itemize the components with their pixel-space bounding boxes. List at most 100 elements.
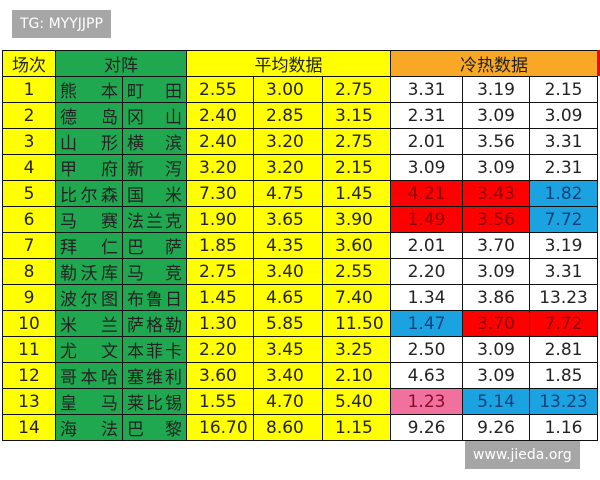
- avg-cell: 3.40: [253, 362, 323, 389]
- avg-cell: 3.40: [253, 258, 323, 285]
- hotcold-cell: 1.49: [390, 206, 464, 233]
- avg-cell: 2.75: [321, 128, 392, 155]
- avg-cell: 1.45: [186, 284, 254, 311]
- hotcold-cell: 2.31: [529, 154, 599, 181]
- table-row: 2 德岛 冈山 2.40 2.85 3.15 2.31 3.09 3.09: [2, 102, 599, 129]
- avg-cell: 3.15: [321, 102, 392, 129]
- hotcold-cell: 1.82: [529, 180, 599, 207]
- hotcold-cell: 2.01: [390, 232, 464, 259]
- away-team-cell: 布鲁日: [122, 284, 187, 311]
- hotcold-cell: 3.56: [462, 128, 531, 155]
- header-row: 场次 对阵 平均数据 冷热数据: [2, 50, 599, 77]
- avg-cell: 4.65: [253, 284, 323, 311]
- hotcold-cell: 3.70: [462, 232, 531, 259]
- table-row: 5 比尔森 国米 7.30 4.75 1.45 4.21 3.43 1.82: [2, 180, 599, 207]
- home-team-cell: 山形: [55, 128, 123, 155]
- hotcold-cell: 13.23: [529, 388, 599, 415]
- avg-cell: 4.70: [253, 388, 323, 415]
- avg-cell: 1.30: [186, 310, 254, 337]
- hotcold-cell: 3.70: [462, 310, 531, 337]
- round-cell: 9: [2, 284, 56, 311]
- away-team-cell: 新泻: [122, 154, 187, 181]
- avg-cell: 3.60: [186, 362, 254, 389]
- avg-cell: 1.90: [186, 206, 254, 233]
- avg-cell: 2.55: [186, 76, 254, 103]
- watermark-top: TG: MYYJJPP: [12, 10, 111, 38]
- home-team-cell: 勒沃库: [55, 258, 123, 285]
- home-team-cell: 哥本哈: [55, 362, 123, 389]
- round-cell: 10: [2, 310, 56, 337]
- hotcold-cell: 3.09: [462, 362, 531, 389]
- hotcold-cell: 3.31: [529, 128, 599, 155]
- avg-cell: 1.85: [186, 232, 254, 259]
- round-cell: 12: [2, 362, 56, 389]
- away-team-cell: 法兰克: [122, 206, 187, 233]
- home-team-cell: 拜仁: [55, 232, 123, 259]
- hotcold-cell: 1.34: [390, 284, 464, 311]
- hotcold-cell: 2.81: [529, 336, 599, 363]
- header-avg: 平均数据: [185, 50, 392, 77]
- away-team-cell: 本菲卡: [122, 336, 187, 363]
- avg-cell: 2.75: [186, 258, 254, 285]
- round-cell: 11: [2, 336, 56, 363]
- avg-cell: 1.55: [186, 388, 254, 415]
- red-edge-cell: [597, 50, 600, 76]
- hotcold-cell: 3.86: [462, 284, 531, 311]
- watermark-bottom: www.jieda.org: [465, 441, 580, 469]
- avg-cell: 3.25: [321, 336, 392, 363]
- header-match: 对阵: [55, 50, 187, 77]
- table-row: 7 拜仁 巴萨 1.85 4.35 3.60 2.01 3.70 3.19: [2, 232, 599, 259]
- hotcold-cell: 3.09: [390, 154, 464, 181]
- hotcold-cell: 9.26: [390, 414, 464, 441]
- table-row: 13 皇马 莱比锡 1.55 4.70 5.40 1.23 5.14 13.23: [2, 388, 599, 415]
- avg-cell: 2.40: [186, 128, 254, 155]
- table-row: 12 哥本哈 塞维利 3.60 3.40 2.10 4.63 3.09 1.85: [2, 362, 599, 389]
- round-cell: 3: [2, 128, 56, 155]
- home-team-cell: 尤文: [55, 336, 123, 363]
- avg-cell: 2.85: [253, 102, 323, 129]
- hotcold-cell: 3.19: [529, 232, 599, 259]
- away-team-cell: 国米: [122, 180, 187, 207]
- hotcold-cell: 4.63: [390, 362, 464, 389]
- hotcold-cell: 3.31: [529, 258, 599, 285]
- away-team-cell: 町田: [122, 76, 187, 103]
- avg-cell: 2.75: [321, 76, 392, 103]
- table-row: 4 甲府 新泻 3.20 3.20 2.15 3.09 3.09 2.31: [2, 154, 599, 181]
- hotcold-cell: 3.09: [462, 258, 531, 285]
- avg-cell: 16.70: [186, 414, 254, 441]
- avg-cell: 2.55: [321, 258, 392, 285]
- table-row: 6 马赛 法兰克 1.90 3.65 3.90 1.49 3.56 7.72: [2, 206, 599, 233]
- away-team-cell: 塞维利: [122, 362, 187, 389]
- home-team-cell: 皇马: [55, 388, 123, 415]
- table-row: 10 米兰 萨格勒 1.30 5.85 11.50 1.47 3.70 7.72: [2, 310, 599, 337]
- avg-cell: 4.75: [253, 180, 323, 207]
- avg-cell: 5.85: [253, 310, 323, 337]
- round-cell: 6: [2, 206, 56, 233]
- avg-cell: 3.60: [321, 232, 392, 259]
- avg-cell: 3.20: [253, 128, 323, 155]
- table-row: 11 尤文 本菲卡 2.20 3.45 3.25 2.50 3.09 2.81: [2, 336, 599, 363]
- round-cell: 7: [2, 232, 56, 259]
- round-cell: 1: [2, 76, 56, 103]
- match-data-table: 场次 对阵 平均数据 冷热数据 1 熊本 町田 2.55 3.00 2.75 3.31 3.1…: [2, 50, 599, 441]
- round-cell: 2: [2, 102, 56, 129]
- hotcold-cell: 3.09: [462, 102, 531, 129]
- hotcold-cell: 3.09: [529, 102, 599, 129]
- round-cell: 4: [2, 154, 56, 181]
- avg-cell: 7.40: [321, 284, 392, 311]
- hotcold-cell: 7.72: [529, 206, 599, 233]
- away-team-cell: 冈山: [122, 102, 187, 129]
- hotcold-cell: 3.56: [462, 206, 531, 233]
- home-team-cell: 海法: [55, 414, 123, 441]
- home-team-cell: 米兰: [55, 310, 123, 337]
- round-cell: 13: [2, 388, 56, 415]
- away-team-cell: 巴萨: [122, 232, 187, 259]
- table-row: 3 山形 横滨 2.40 3.20 2.75 2.01 3.56 3.31: [2, 128, 599, 155]
- hotcold-cell: 2.31: [390, 102, 464, 129]
- hotcold-cell: 4.21: [390, 180, 464, 207]
- hotcold-cell: 3.43: [462, 180, 531, 207]
- away-team-cell: 萨格勒: [122, 310, 187, 337]
- avg-cell: 3.45: [253, 336, 323, 363]
- avg-cell: 2.40: [186, 102, 254, 129]
- home-team-cell: 甲府: [55, 154, 123, 181]
